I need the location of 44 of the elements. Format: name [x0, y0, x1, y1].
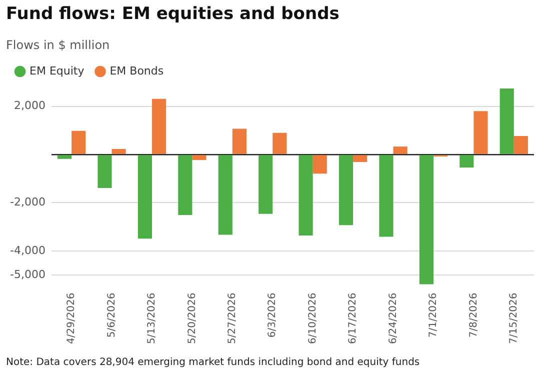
bar [474, 111, 488, 154]
x-tick-label: 5/20/2026 [186, 292, 198, 344]
y-tick-label: 2,000 [14, 99, 46, 112]
x-tick-label: 7/8/2026 [468, 292, 480, 338]
x-tick-label: 5/6/2026 [106, 292, 118, 338]
bar [298, 155, 313, 236]
x-tick-label: 5/27/2026 [227, 292, 238, 344]
x-tick-label: 7/15/2026 [508, 292, 520, 344]
chart-subtitle: Flows in $ million [6, 38, 110, 52]
x-tick-label: 5/13/2026 [146, 292, 158, 344]
bar [338, 155, 354, 226]
x-tick-label: 6/3/2026 [267, 292, 278, 338]
bar [379, 155, 394, 237]
bar [312, 155, 327, 174]
x-tick-label: 6/17/2026 [348, 292, 359, 344]
bar [393, 146, 408, 154]
x-tick-label: 6/10/2026 [307, 292, 318, 344]
bar [500, 88, 514, 154]
bar [232, 128, 246, 154]
legend-label: EM Equity [30, 64, 85, 78]
bar [112, 148, 126, 154]
bar [152, 98, 166, 154]
bar [72, 130, 86, 154]
chart-title: Fund flows: EM equities and bonds [6, 4, 340, 24]
x-tick-label: 6/24/2026 [388, 292, 399, 344]
text: Note: Data covers 28,904 emerging market funds including bond and equity funds [6, 356, 420, 370]
bar [178, 155, 192, 216]
bar [460, 155, 474, 168]
bar [192, 155, 206, 160]
bar [514, 136, 528, 154]
bar [258, 155, 273, 214]
bar [138, 155, 152, 239]
bar [272, 132, 287, 154]
bar [419, 155, 434, 284]
bar [98, 155, 112, 188]
bar [218, 155, 232, 235]
y-tick-label: -4,000 [10, 244, 46, 257]
bar [57, 155, 72, 159]
x-tick-label: 4/29/2026 [66, 292, 78, 344]
y-tick-label: -5,000 [10, 268, 46, 281]
y-tick-label: -2,000 [10, 196, 46, 209]
legend-label: EM Bonds [110, 64, 164, 78]
x-tick-label: 7/1/2026 [428, 292, 440, 338]
bar [353, 155, 368, 162]
